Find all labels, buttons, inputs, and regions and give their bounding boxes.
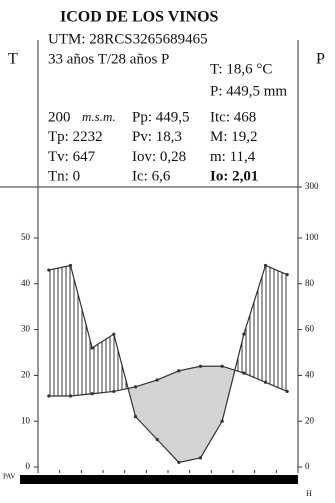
point bbox=[155, 378, 159, 382]
point bbox=[68, 263, 73, 268]
point bbox=[285, 273, 289, 277]
stat: Itc: 468 bbox=[210, 109, 256, 125]
point bbox=[177, 369, 181, 373]
point bbox=[242, 371, 246, 375]
stat: Pp: 449,5 bbox=[132, 109, 190, 125]
y-tick-label: 10 bbox=[21, 415, 31, 425]
point bbox=[90, 392, 94, 396]
y2-tick-label: 0 bbox=[305, 461, 310, 471]
altitude-unit: m.s.m. bbox=[82, 109, 116, 124]
y-tick-label: 40 bbox=[21, 278, 31, 288]
stat: Ic: 6,6 bbox=[132, 169, 171, 185]
point bbox=[263, 380, 268, 384]
stat: m: 11,4 bbox=[210, 149, 256, 165]
series-line bbox=[48, 264, 288, 464]
point bbox=[220, 364, 224, 368]
y-tick-label: 0 bbox=[26, 461, 31, 471]
point bbox=[47, 394, 51, 398]
y2-tick-label: 80 bbox=[305, 278, 315, 288]
stat: Io: 2,01 bbox=[210, 169, 258, 185]
point bbox=[198, 456, 203, 460]
y2-tick-label: 100 bbox=[305, 232, 319, 242]
y2-tick-label: 20 bbox=[305, 415, 315, 425]
stat: Pv: 18,3 bbox=[132, 129, 182, 145]
point bbox=[155, 437, 159, 442]
altitude: 200 bbox=[48, 109, 71, 125]
arid-area bbox=[48, 366, 288, 463]
point bbox=[133, 415, 138, 419]
y2-tick-label: 60 bbox=[305, 324, 315, 334]
point bbox=[112, 332, 116, 336]
y-label: T bbox=[8, 51, 18, 68]
stat: M: 19,2 bbox=[210, 129, 258, 145]
stat: Iov: 0,28 bbox=[132, 149, 186, 165]
point bbox=[198, 364, 203, 368]
point bbox=[242, 332, 246, 336]
point bbox=[68, 394, 73, 398]
point bbox=[263, 263, 268, 268]
title: ICOD DE LOS VINOS bbox=[60, 9, 219, 26]
frost-bar bbox=[20, 475, 298, 484]
bar-end-label: H bbox=[306, 489, 312, 498]
point bbox=[47, 268, 51, 272]
y-tick-label: 50 bbox=[21, 232, 31, 242]
point bbox=[177, 460, 181, 465]
point bbox=[90, 346, 94, 350]
point bbox=[220, 419, 224, 423]
stat: Tp: 2232 bbox=[48, 129, 103, 145]
stat: Tn: 0 bbox=[48, 169, 80, 185]
point bbox=[112, 389, 116, 394]
mean-t: T: 18,6 °C bbox=[210, 61, 272, 77]
utm: UTM: 28RCS3265689465 bbox=[48, 31, 208, 47]
humid-area bbox=[48, 265, 288, 397]
y2-tick-label: 40 bbox=[305, 369, 315, 379]
bar-label: PAV bbox=[3, 473, 15, 481]
y-tick-label: 30 bbox=[21, 324, 31, 334]
total-p: P: 449,5 mm bbox=[210, 83, 287, 99]
years: 33 años T/28 años P bbox=[48, 51, 169, 67]
point bbox=[133, 385, 138, 389]
y-tick-label: 20 bbox=[21, 369, 31, 379]
y2-tick-label: 300 bbox=[305, 181, 319, 191]
point bbox=[285, 389, 289, 394]
y2-label: P bbox=[316, 51, 325, 68]
stat: Tv: 647 bbox=[48, 149, 96, 165]
series-line bbox=[48, 365, 288, 397]
